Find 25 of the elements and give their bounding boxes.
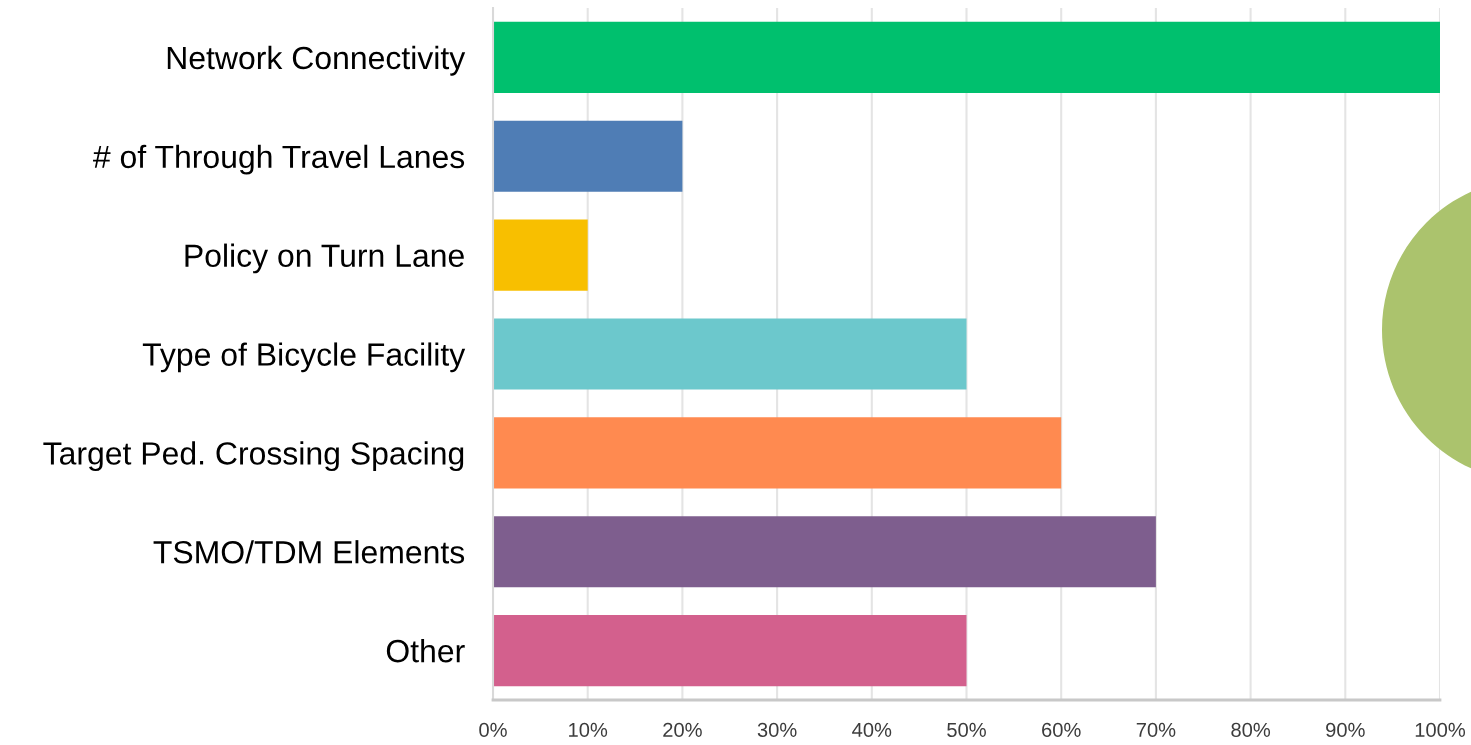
x-tick-label: 90% (1326, 722, 1365, 738)
bar (493, 120, 683, 192)
bar (493, 21, 1440, 94)
y-tick-label: Policy on Turn Lane (185, 243, 464, 274)
y-tick-label: Other (386, 639, 465, 663)
x-tick-label: 100% (1415, 722, 1466, 738)
x-tick-label: 20% (663, 722, 702, 738)
bar (493, 614, 967, 687)
y-tick-label: Type of Bicycle Facility (142, 342, 466, 373)
bar (493, 318, 967, 390)
bar (493, 219, 588, 291)
x-tick-label: 40% (852, 722, 892, 738)
x-tick-label: 0% (479, 722, 507, 738)
x-tick-label: 10% (569, 722, 608, 738)
x-tick-label: 60% (1042, 722, 1081, 738)
y-tick-label: # of Through Travel Lanes (93, 144, 465, 175)
bar (493, 516, 1156, 588)
bar (493, 417, 1062, 489)
y-tick-label: Network Connectivity (167, 45, 466, 76)
x-tick-label: 80% (1231, 722, 1271, 738)
x-tick-label: 70% (1136, 722, 1176, 738)
y-tick-label: Target Ped. Crossing Spacing (43, 441, 464, 472)
y-tick-label: TSMO/TDM Elements (153, 540, 465, 564)
x-tick-label: 30% (757, 722, 797, 738)
x-tick-label: 50% (947, 722, 986, 738)
